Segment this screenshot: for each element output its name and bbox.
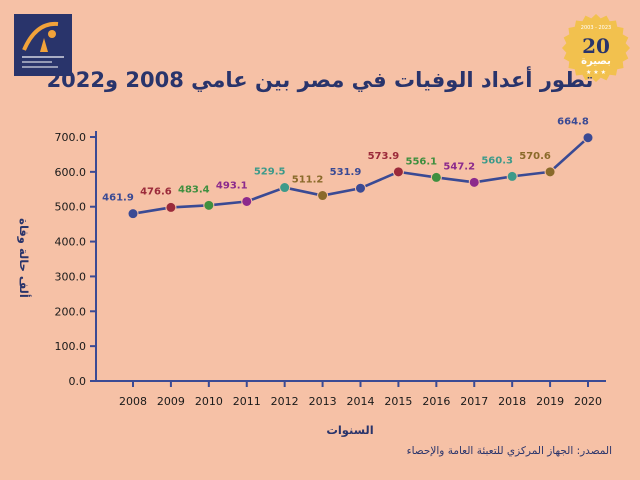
data-label: 531.9 <box>330 167 362 178</box>
badge-number: 20 <box>582 34 610 58</box>
data-point <box>203 199 215 211</box>
anniversary-badge: 2003 - 2023 20 بصيرة ★ ★ ★ <box>556 8 636 88</box>
data-points <box>127 132 594 220</box>
y-tick-label: 500.0 <box>55 201 87 214</box>
y-tick-label: 0.0 <box>69 375 87 388</box>
organization-logo <box>14 14 72 76</box>
data-label: 560.3 <box>481 155 513 166</box>
x-tick-label: 2009 <box>157 395 185 408</box>
x-tick-label: 2017 <box>460 395 488 408</box>
y-tick-label: 200.0 <box>55 305 87 318</box>
x-tick-label: 2016 <box>422 395 450 408</box>
x-tick-label: 2013 <box>309 395 337 408</box>
chart-axes <box>95 131 606 382</box>
logo-graphic-icon <box>22 21 64 68</box>
chart-title: تطور أعداد الوفيات في مصر بين عامي 2008 … <box>46 68 594 92</box>
x-tick-label: 2012 <box>271 395 299 408</box>
data-labels: 461.9 476.6 483.4 493.1 529.5 511.2 531.9 573.9… <box>102 117 589 204</box>
x-tick-label: 2020 <box>574 395 602 408</box>
data-label: 476.6 <box>140 186 172 197</box>
badge-stars-icon: ★ ★ ★ <box>586 69 606 76</box>
y-tick-label: 100.0 <box>55 340 87 353</box>
data-point <box>241 195 253 207</box>
data-label: 461.9 <box>102 193 134 204</box>
data-label: 664.8 <box>557 117 589 128</box>
x-tick-label: 2019 <box>536 395 564 408</box>
data-label: 570.6 <box>519 151 551 162</box>
x-tick-label: 2011 <box>233 395 261 408</box>
badge-word: بصيرة <box>581 56 611 67</box>
y-axis: 0.0 100.0 200.0 300.0 400.0 500.0 600.0 700.0 <box>55 131 96 388</box>
data-point <box>165 201 177 213</box>
badge-years: 2003 - 2023 <box>581 25 611 31</box>
x-tick-label: 2018 <box>498 395 526 408</box>
data-point <box>127 208 139 220</box>
x-tick-label: 2015 <box>384 395 412 408</box>
data-point <box>582 132 594 144</box>
source-note: المصدر: الجهاز المركزي للتعبئة العامة وا… <box>406 445 612 457</box>
x-axis: 2008 2009 2010 2011 2012 2013 2014 2015 2016 2017… <box>119 381 602 408</box>
y-axis-title: ألف حالة وفاة <box>16 218 32 298</box>
data-point <box>355 182 366 194</box>
y-tick-label: 700.0 <box>55 131 87 144</box>
y-tick-label: 600.0 <box>55 166 87 179</box>
x-tick-label: 2014 <box>347 395 375 408</box>
x-tick-label: 2010 <box>195 395 223 408</box>
data-label: 511.2 <box>292 175 324 186</box>
x-tick-label: 2008 <box>119 395 147 408</box>
data-label: 529.5 <box>254 167 286 178</box>
data-point <box>317 190 329 202</box>
badge-seal-icon <box>562 14 630 82</box>
x-axis-title: السنوات <box>326 423 373 438</box>
data-label: 547.2 <box>443 161 475 172</box>
data-point <box>392 166 404 178</box>
y-tick-label: 300.0 <box>55 270 87 283</box>
data-point <box>279 182 291 194</box>
data-point <box>468 176 480 188</box>
data-point <box>430 171 442 183</box>
data-label: 573.9 <box>368 151 400 162</box>
data-label: 556.1 <box>406 156 438 167</box>
data-label: 483.4 <box>178 184 210 195</box>
y-tick-label: 400.0 <box>55 236 87 249</box>
data-point <box>544 166 556 178</box>
data-point <box>506 170 518 182</box>
data-label: 493.1 <box>216 180 248 191</box>
